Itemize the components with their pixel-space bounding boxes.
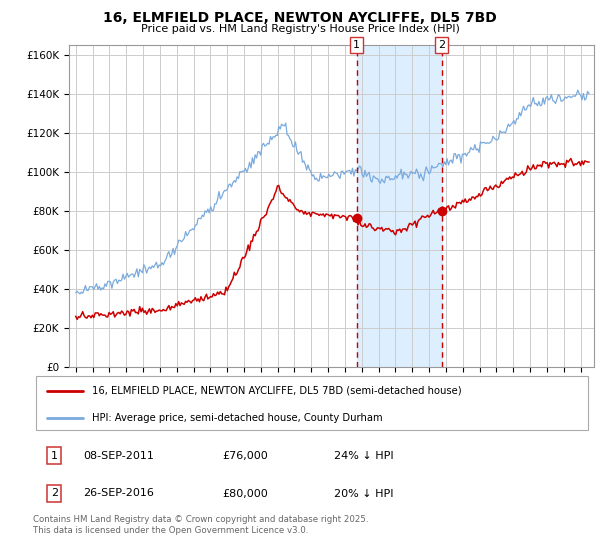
Text: 2: 2	[438, 40, 445, 50]
Text: 24% ↓ HPI: 24% ↓ HPI	[334, 451, 394, 461]
Bar	[356, 45, 442, 367]
Text: 2: 2	[50, 488, 58, 498]
Text: £80,000: £80,000	[223, 488, 268, 498]
Text: 26-SEP-2016: 26-SEP-2016	[83, 488, 154, 498]
Text: Contains HM Land Registry data © Crown copyright and database right 2025.
This d: Contains HM Land Registry data © Crown c…	[33, 515, 368, 535]
Text: Price paid vs. HM Land Registry's House Price Index (HPI): Price paid vs. HM Land Registry's House …	[140, 24, 460, 34]
FancyBboxPatch shape	[36, 376, 588, 430]
Text: 16, ELMFIELD PLACE, NEWTON AYCLIFFE, DL5 7BD: 16, ELMFIELD PLACE, NEWTON AYCLIFFE, DL5…	[103, 11, 497, 25]
Text: £76,000: £76,000	[223, 451, 268, 461]
Text: 1: 1	[353, 40, 360, 50]
Text: 08-SEP-2011: 08-SEP-2011	[83, 451, 154, 461]
Text: 1: 1	[51, 451, 58, 461]
Text: 20% ↓ HPI: 20% ↓ HPI	[334, 488, 394, 498]
Text: HPI: Average price, semi-detached house, County Durham: HPI: Average price, semi-detached house,…	[92, 413, 382, 423]
Text: 16, ELMFIELD PLACE, NEWTON AYCLIFFE, DL5 7BD (semi-detached house): 16, ELMFIELD PLACE, NEWTON AYCLIFFE, DL5…	[92, 386, 461, 396]
